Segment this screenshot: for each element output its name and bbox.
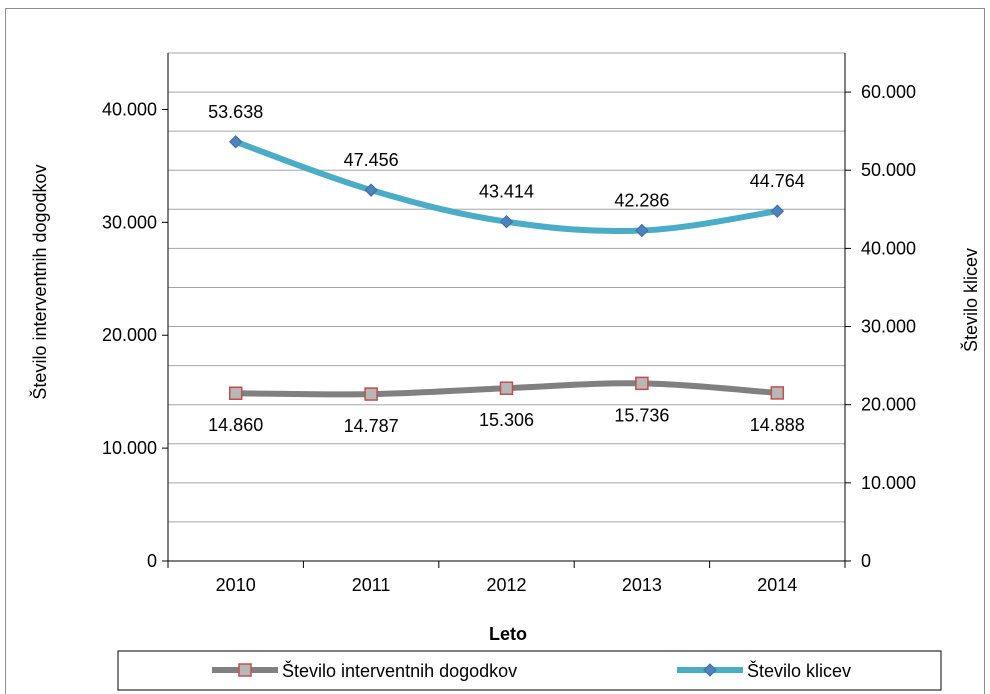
- x-tick-label: 2010: [216, 575, 256, 595]
- marker-klici: [228, 135, 243, 149]
- left-tick-label: 10.000: [102, 438, 157, 458]
- legend-swatch-marker: [238, 663, 252, 677]
- marker-interventni-dogodki: [499, 381, 514, 395]
- x-tick-label: 2014: [757, 575, 797, 595]
- left-tick-label: 30.000: [102, 212, 157, 232]
- data-label: 15.306: [479, 410, 534, 430]
- x-axis-title: Leto: [489, 624, 527, 644]
- data-label: 14.787: [344, 416, 399, 436]
- marker-klici: [499, 214, 514, 229]
- data-label: 53.638: [208, 102, 263, 122]
- x-tick-label: 2012: [486, 575, 526, 595]
- x-tick-label: 2013: [622, 575, 662, 595]
- right-tick-label: 30.000: [861, 317, 916, 337]
- marker-klici: [770, 204, 785, 218]
- marker-interventni-dogodki: [770, 386, 785, 400]
- axes: [162, 53, 851, 562]
- marker-interventni-dogodki: [228, 386, 243, 400]
- left-tick-label: 40.000: [102, 99, 157, 119]
- marker-interventni-dogodki: [635, 376, 649, 391]
- x-tick-label: 2011: [352, 575, 391, 595]
- left-tick-label: 20.000: [102, 325, 157, 345]
- right-tick-label: 50.000: [861, 160, 916, 180]
- right-tick-label: 0: [861, 551, 871, 571]
- data-label: 42.286: [614, 191, 669, 211]
- gridlines: [168, 52, 845, 523]
- data-labels: 14.860 14.787 15.306 15.736 14.888 53.638 47.4…: [208, 102, 805, 436]
- chart-frame: [5, 8, 985, 694]
- data-label: 44.764: [750, 171, 805, 191]
- data-label: 15.736: [614, 405, 669, 425]
- data-label: 14.860: [208, 415, 263, 435]
- data-label: 14.888: [750, 415, 805, 435]
- left-axis-title: Število interventnih dogodkov: [29, 164, 50, 399]
- right-tick-label: 20.000: [861, 395, 916, 415]
- right-tick-label: 10.000: [861, 473, 916, 493]
- right-axis-ticks: 0 10.000 20.000 30.000 40.000 50.000 60.000: [845, 82, 916, 571]
- series: [228, 135, 785, 401]
- x-axis-ticks: 2010 2011 2012 2013 2014: [167, 561, 846, 595]
- left-axis-ticks: 0 10.000 20.000 30.000 40.000: [102, 99, 168, 571]
- left-tick-label: 0: [147, 551, 157, 571]
- data-label: 43.414: [479, 182, 534, 202]
- right-axis-title: Število klicev: [960, 248, 981, 352]
- marker-interventni-dogodki: [364, 387, 378, 401]
- legend: Število interventnih dogodkov Število kli…: [117, 650, 942, 691]
- right-tick-label: 60.000: [861, 82, 916, 102]
- legend-label: Število klicev: [747, 660, 851, 681]
- right-tick-label: 40.000: [861, 238, 916, 258]
- marker-klici: [364, 183, 378, 197]
- data-label: 47.456: [344, 150, 399, 170]
- marker-klici: [635, 223, 649, 238]
- legend-label: Število interventnih dogodkov: [282, 660, 517, 681]
- legend-swatch-marker: [703, 663, 717, 677]
